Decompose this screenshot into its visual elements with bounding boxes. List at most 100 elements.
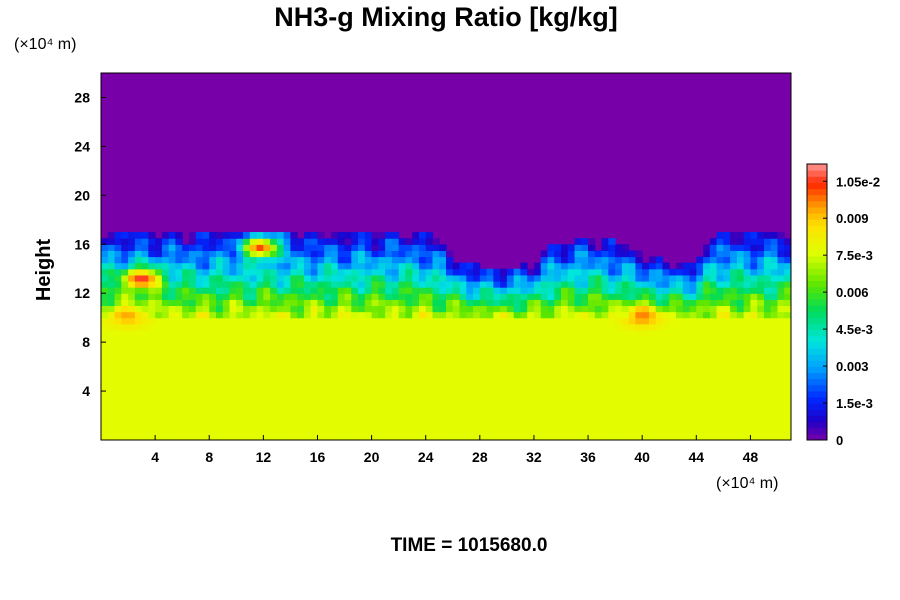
heatmap-cell (209, 280, 217, 288)
heatmap-cell (723, 256, 731, 264)
heatmap-cell (432, 238, 440, 245)
heatmap-cell (175, 421, 183, 429)
heatmap-cell (128, 397, 136, 404)
heatmap-cell (527, 366, 535, 374)
heatmap-cell (371, 280, 379, 288)
heatmap-cell (202, 280, 210, 288)
heatmap-cell (351, 238, 359, 245)
heatmap-cell (716, 354, 724, 362)
heatmap-cell (763, 366, 772, 374)
heatmap-cell (202, 427, 210, 435)
heatmap-cell (209, 378, 217, 386)
heatmap-cell (290, 348, 298, 355)
heatmap-cell (209, 293, 217, 300)
heatmap-cell (398, 274, 407, 282)
heatmap-cell (736, 268, 745, 276)
heatmap-cell (513, 287, 522, 294)
heatmap-cell (155, 415, 163, 423)
heatmap-cell (405, 280, 413, 288)
heatmap-cell (601, 366, 609, 374)
heatmap-cell (689, 348, 697, 355)
heatmap-cell (324, 415, 332, 423)
heatmap-cell (188, 232, 197, 239)
colorbar-swatch (807, 366, 827, 374)
heatmap-cell (533, 342, 542, 349)
heatmap-cell (547, 336, 555, 343)
heatmap-cell (723, 372, 731, 380)
heatmap-cell (303, 262, 312, 270)
heatmap-cell (425, 323, 434, 331)
heatmap-cell (479, 323, 488, 331)
heatmap-cell (486, 305, 494, 313)
heatmap-cell (337, 262, 346, 270)
heatmap-cell (256, 378, 264, 386)
heatmap-cell (270, 427, 278, 435)
heatmap-cell (446, 305, 454, 313)
heatmap-cell (642, 415, 650, 423)
heatmap-cell (270, 409, 278, 417)
heatmap-cell (317, 299, 325, 307)
heatmap-cell (155, 311, 163, 319)
heatmap-cell (297, 329, 305, 337)
heatmap-cell (128, 305, 136, 313)
heatmap-cell (615, 360, 623, 368)
heatmap-cell (337, 280, 346, 288)
heatmap-cell (128, 238, 136, 245)
heatmap-cell (459, 391, 467, 398)
heatmap-cell (479, 433, 488, 440)
heatmap-cell (459, 427, 467, 435)
heatmap-cell (757, 299, 765, 307)
heatmap-cell (770, 409, 779, 417)
heatmap-cell (567, 311, 576, 319)
heatmap-cell (601, 238, 609, 245)
heatmap-cell (757, 409, 765, 417)
heatmap-cell (263, 299, 271, 307)
heatmap-cell (439, 287, 447, 294)
heatmap-cell (676, 311, 684, 319)
heatmap-cell (398, 427, 407, 435)
colorbar-swatch (807, 231, 827, 239)
heatmap-cell (405, 384, 413, 392)
heatmap-cell (101, 256, 109, 264)
heatmap-cell (371, 287, 379, 294)
heatmap-cell (446, 427, 454, 435)
heatmap-cell (283, 415, 292, 423)
heatmap-cell (750, 305, 758, 313)
heatmap-cell (635, 256, 643, 264)
heatmap-cell (175, 354, 183, 362)
heatmap-cell (364, 433, 373, 440)
heatmap-cell (128, 360, 136, 368)
heatmap-cell (574, 354, 582, 362)
heatmap-cell (703, 397, 711, 404)
heatmap-cell (655, 415, 664, 423)
heatmap-cell (270, 293, 278, 300)
heatmap-cell (175, 256, 183, 264)
heatmap-cell (425, 421, 434, 429)
heatmap-cell (669, 415, 677, 423)
heatmap-cell (608, 244, 616, 251)
heatmap-cell (621, 354, 630, 362)
heatmap-cell (648, 299, 657, 307)
heatmap-cell (101, 305, 109, 313)
heatmap-cell (398, 329, 407, 337)
heatmap-cell (405, 372, 413, 380)
heatmap-cell (635, 427, 643, 435)
heatmap-cell (757, 268, 765, 276)
heatmap-cell (709, 354, 718, 362)
heatmap-cell (479, 360, 488, 368)
heatmap-cell (216, 360, 224, 368)
heatmap-cell (648, 280, 657, 288)
heatmap-cell (608, 299, 616, 307)
heatmap-cell (642, 433, 650, 440)
heatmap-cell (662, 262, 670, 270)
heatmap-cell (317, 244, 325, 251)
heatmap-cell (249, 384, 258, 392)
heatmap-cell (642, 323, 650, 331)
heatmap-cell (121, 366, 129, 374)
heatmap-cell (182, 336, 190, 343)
heatmap-cell (412, 287, 420, 294)
heatmap-cell (114, 372, 122, 380)
heatmap-cell (107, 360, 116, 368)
heatmap-cell (554, 415, 562, 423)
